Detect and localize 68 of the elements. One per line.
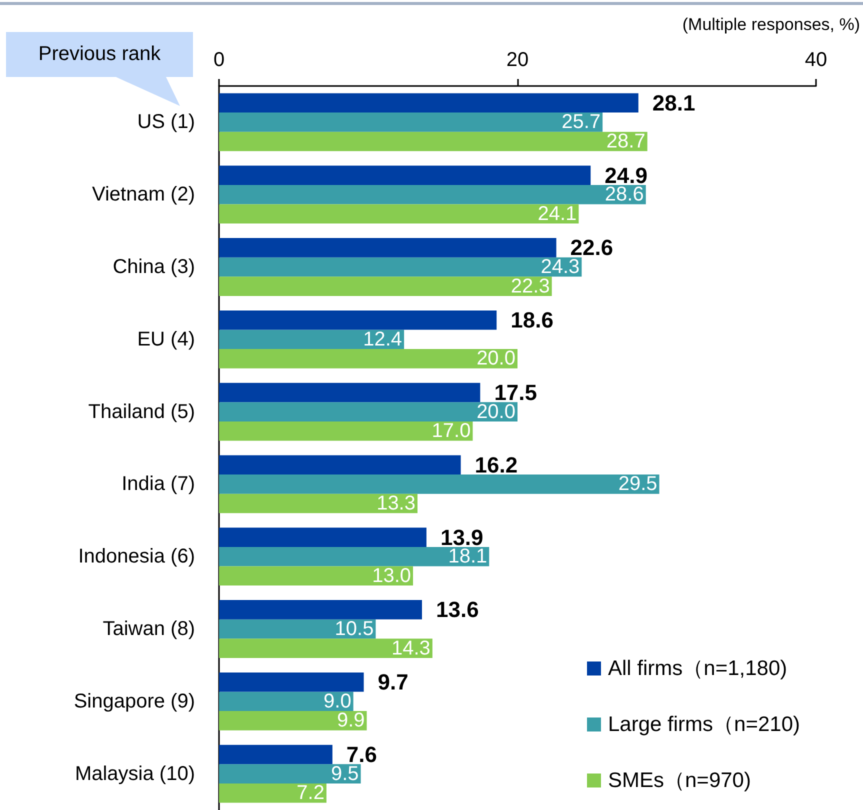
bar	[219, 455, 461, 475]
data-label: 28.1	[652, 90, 696, 116]
bar	[219, 638, 432, 658]
bar	[219, 600, 422, 620]
data-label: 9.7	[378, 670, 408, 695]
legend-label: SMEs（n=970)	[608, 769, 751, 792]
bar	[219, 764, 361, 784]
data-label: 13.3	[376, 492, 416, 515]
y-tick-label: Malaysia (10)	[74, 762, 195, 785]
bar	[219, 166, 591, 185]
x-tick-label: 20	[506, 49, 529, 71]
data-label: 16.2	[474, 452, 518, 478]
data-label: 14.3	[391, 637, 430, 660]
data-label: 7.2	[296, 782, 324, 804]
bar	[219, 546, 490, 566]
data-label: 22.3	[510, 275, 550, 298]
bar	[219, 132, 648, 152]
y-tick-label: US (1)	[137, 111, 195, 134]
data-label: 13.6	[436, 597, 479, 622]
bar	[219, 672, 364, 692]
bar	[219, 310, 497, 330]
data-label: 24.1	[538, 202, 577, 225]
data-label: 13.0	[372, 564, 412, 587]
bar	[219, 402, 518, 422]
x-axis-title: (Multiple responses, %)	[682, 15, 860, 34]
bar	[219, 744, 332, 764]
data-label: 28.7	[606, 130, 646, 153]
bar	[219, 566, 414, 586]
bar	[219, 494, 418, 514]
y-tick-label: China (3)	[112, 256, 195, 278]
data-label: 9.0	[324, 690, 352, 712]
data-label: 18.6	[510, 308, 554, 333]
data-label: 29.5	[618, 473, 658, 496]
y-tick-label: EU (4)	[137, 328, 195, 350]
y-tick-label: India (7)	[122, 473, 195, 496]
bar	[219, 619, 376, 639]
data-label: 25.7	[562, 111, 601, 134]
bar	[219, 257, 582, 277]
bar	[219, 711, 367, 730]
bar	[219, 184, 646, 204]
y-tick-label: Vietnam (2)	[92, 184, 195, 206]
data-label: 17.0	[432, 420, 471, 442]
x-tick-label: 40	[804, 49, 828, 71]
data-label: 12.4	[363, 328, 402, 350]
bar	[219, 204, 579, 224]
y-tick-label: Indonesia (6)	[78, 546, 195, 568]
bar	[219, 692, 354, 712]
bar	[219, 783, 326, 803]
bar	[219, 238, 556, 258]
bar	[219, 349, 518, 368]
y-tick-label: Singapore (9)	[74, 690, 195, 712]
x-tick-label: 0	[213, 49, 225, 71]
y-tick-label: Thailand (5)	[88, 400, 195, 423]
bar	[219, 382, 480, 402]
bar	[219, 276, 552, 296]
bar	[219, 93, 638, 113]
data-label: 20.0	[476, 348, 516, 370]
legend-label: Large firms（n=210)	[608, 713, 800, 736]
bar	[219, 330, 404, 350]
data-label: 9.9	[336, 710, 365, 732]
legend-label: All firms（n=1,180)	[608, 657, 788, 680]
y-tick-label: Taiwan (8)	[102, 618, 195, 640]
bar	[219, 474, 660, 494]
bar	[219, 528, 426, 547]
text: Previous rank	[37, 42, 162, 67]
data-label: 10.5	[334, 618, 374, 640]
bar	[219, 112, 603, 132]
bar	[219, 421, 473, 441]
